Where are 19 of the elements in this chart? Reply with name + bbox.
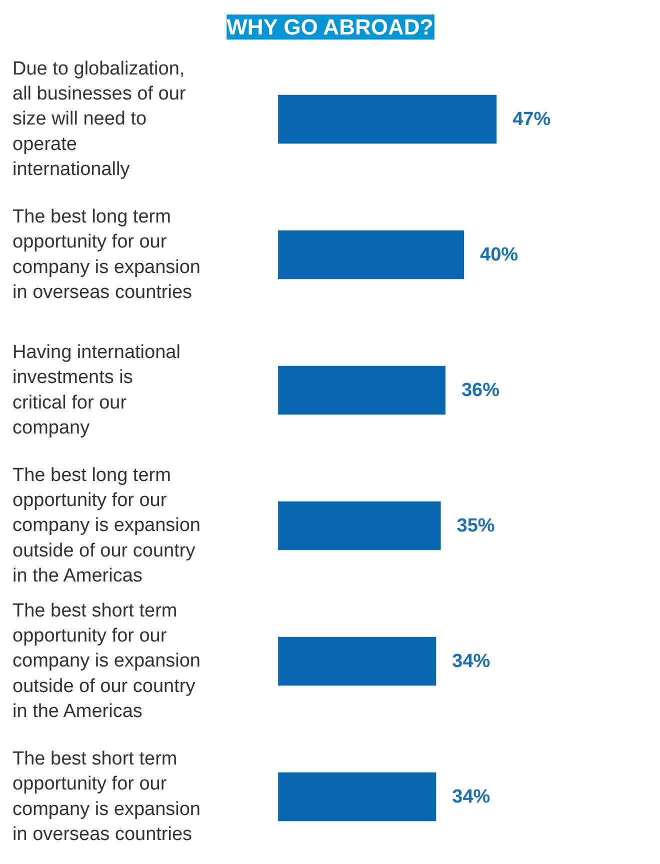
data-label: 40% (480, 244, 518, 266)
y-tick-label: Having international investments is critical for our company (12, 342, 180, 439)
bar (278, 230, 464, 280)
bar (278, 501, 441, 550)
data-label: 34% (452, 786, 490, 808)
data-label: 36% (461, 380, 500, 401)
data-label: 34% (452, 650, 490, 672)
bar (278, 94, 497, 144)
bar (278, 366, 446, 415)
y-tick-label: The best long term opportunity for our company is expansion in overseas countries (12, 206, 200, 304)
bar (278, 772, 436, 822)
chart-title: WHY GO ABROAD? (226, 14, 434, 40)
data-label: 47% (512, 108, 551, 130)
y-tick-label: The best short term opportunity for our company is expansion outside of our country in the Americas (12, 600, 200, 722)
y-tick-label: Due to globalization, all businesses of our size will need to operate internationally (12, 58, 186, 180)
data-label: 35% (456, 515, 495, 536)
bar (278, 636, 436, 686)
y-tick-label: The best long term opportunity for our company is expansion outside of our country in the Americas (12, 464, 200, 587)
y-tick-label: The best short term opportunity for our company is expansion in overseas countries (12, 748, 200, 846)
